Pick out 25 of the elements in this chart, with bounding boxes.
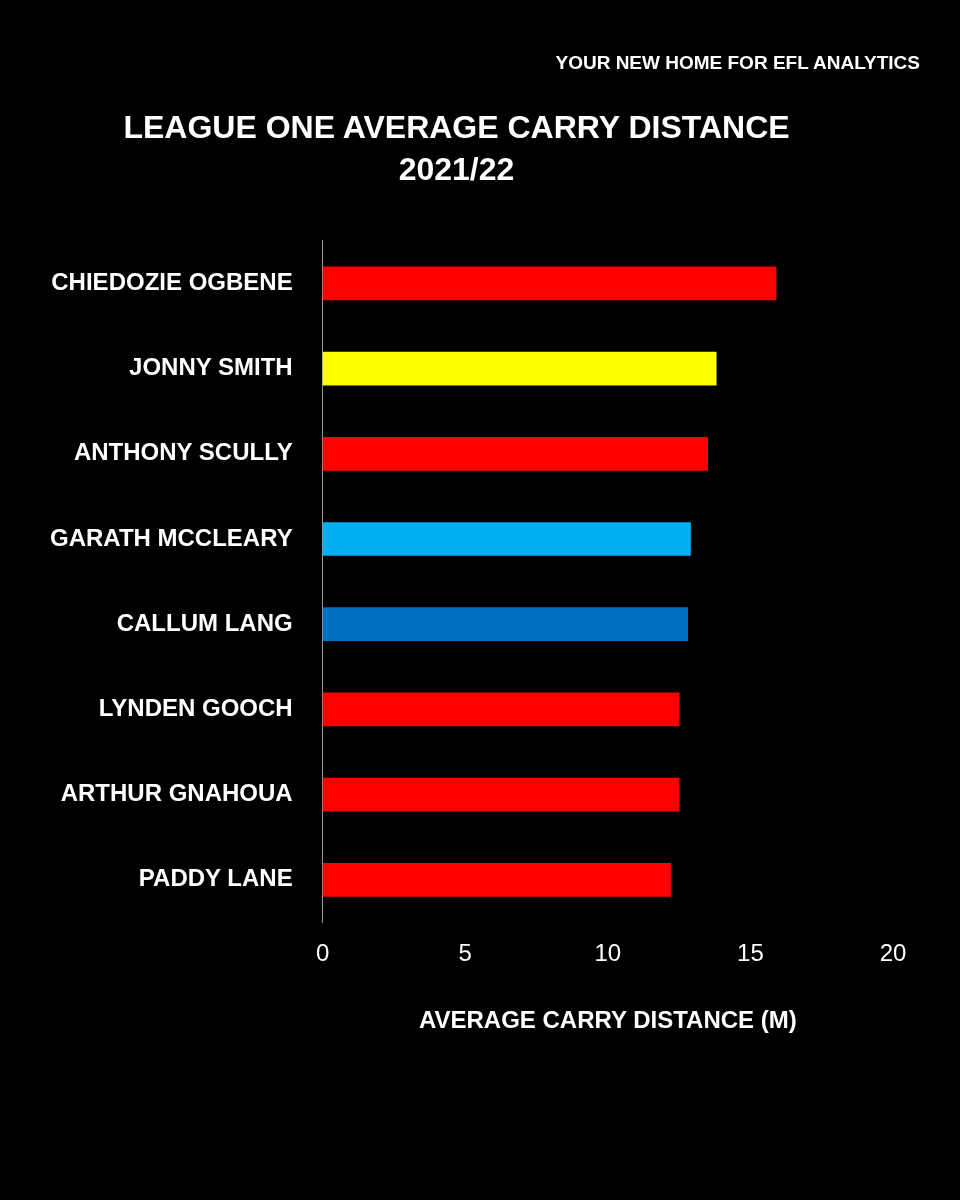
bar	[322, 522, 691, 556]
x-tick-label: 5	[458, 939, 472, 967]
y-tick-label: CALLUM LANG	[116, 608, 293, 636]
bar	[322, 607, 688, 642]
text: YOUR NEW HOME FOR EFL ANALYTICS	[555, 52, 920, 74]
bar	[322, 266, 777, 301]
x-axis-title: AVERAGE CARRY DISTANCE (M)	[418, 1006, 797, 1034]
y-tick-label: GARATH MCCLEARY	[49, 523, 293, 551]
bar	[322, 351, 717, 386]
x-tick-label: 20	[879, 939, 907, 967]
x-tick-label: 10	[594, 939, 622, 967]
y-tick-label: ANTHONY SCULLY	[73, 438, 293, 466]
chart-title: LEAGUE ONE AVERAGE CARRY DISTANCE	[123, 109, 790, 146]
x-tick-label: 0	[315, 939, 330, 967]
bar	[322, 436, 708, 471]
y-tick-label: CHIEDOZIE OGBENE	[51, 268, 293, 296]
x-tick-label: 15	[737, 939, 764, 967]
bar	[322, 692, 680, 727]
y-tick-label: JONNY SMITH	[129, 353, 293, 381]
chart-subtitle: 2021/22	[398, 151, 515, 188]
y-tick-label: LYNDEN GOOCH	[98, 694, 293, 722]
bar	[322, 862, 671, 897]
bar	[322, 777, 680, 812]
y-tick-label: PADDY LANE	[138, 864, 293, 892]
y-tick-label: ARTHUR GNAHOUA	[60, 779, 293, 807]
